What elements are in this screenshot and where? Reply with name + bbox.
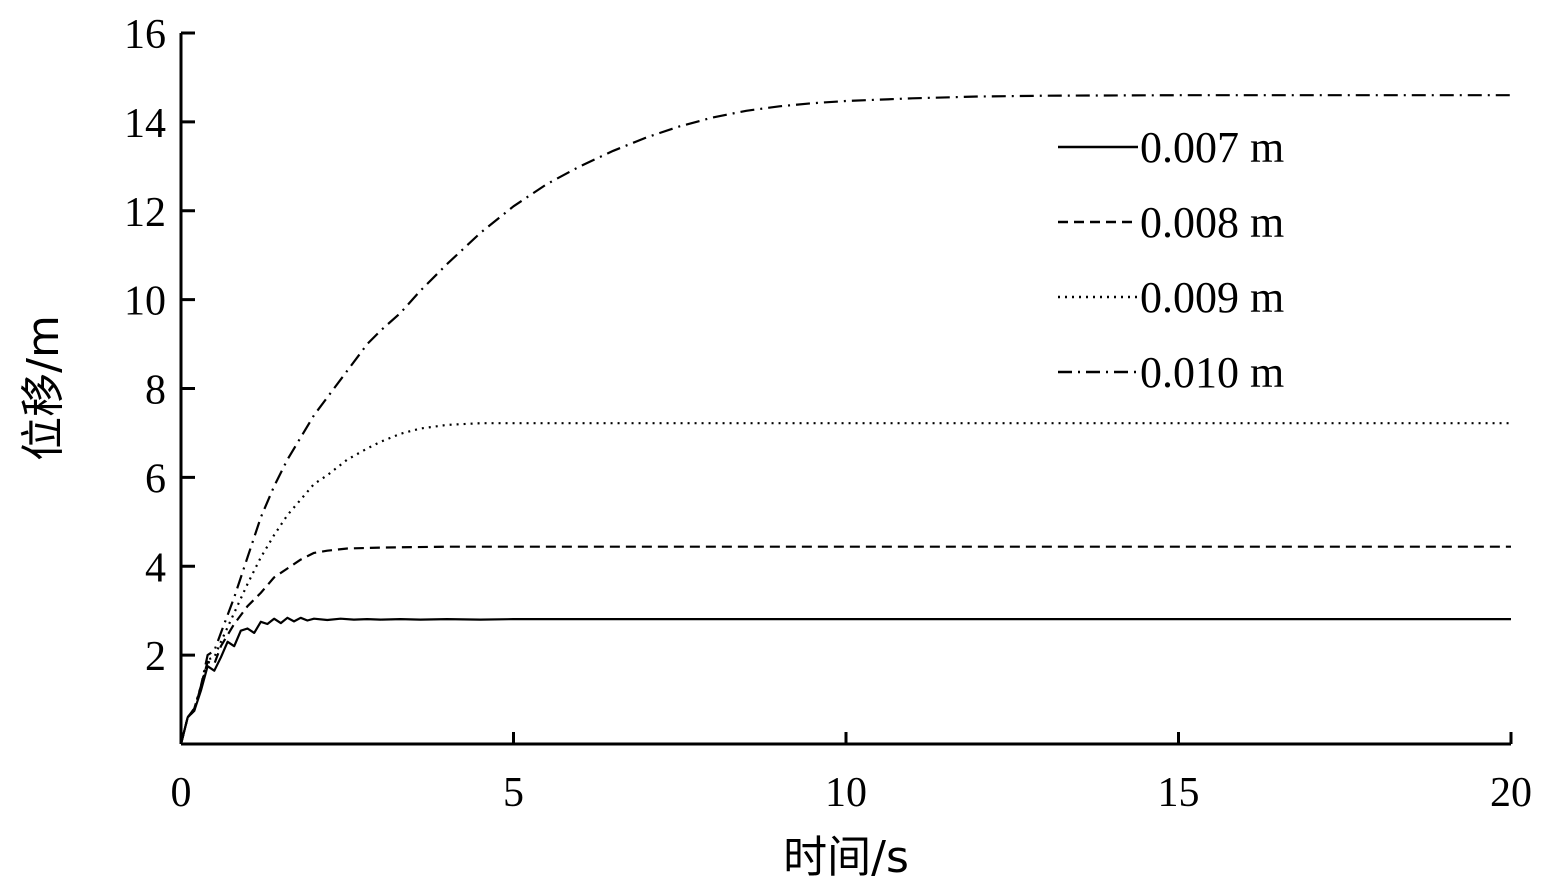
legend-label: 0.010 m (1140, 348, 1284, 397)
x-tick-label: 0 (171, 770, 192, 816)
y-tick-label: 12 (124, 190, 166, 236)
series-line (179, 94, 1511, 745)
legend-label: 0.009 m (1140, 273, 1284, 322)
series-line (179, 545, 1511, 745)
axes: 0 5 10 15 20 2 4 6 8 10 12 14 16 (124, 12, 1532, 816)
x-axis-title: 时间/s (783, 832, 909, 883)
legend: 0.007 m 0.008 m 0.009 m 0.010 m (1058, 123, 1284, 397)
series-line (179, 422, 1511, 745)
series-line (179, 616, 1511, 745)
x-tick-label: 10 (825, 770, 867, 816)
legend-label: 0.007 m (1140, 123, 1284, 172)
y-tick-label: 4 (145, 545, 166, 591)
y-tick-label: 6 (145, 456, 166, 502)
x-tick-label: 20 (1490, 770, 1532, 816)
series-layer (179, 94, 1511, 745)
y-tick-label: 16 (124, 12, 166, 58)
y-tick-label: 14 (124, 101, 166, 147)
x-tick-label: 15 (1158, 770, 1200, 816)
y-axis-title: 位移/m (18, 315, 69, 461)
y-tick-label: 8 (145, 368, 166, 414)
legend-label: 0.008 m (1140, 198, 1284, 247)
y-tick-label: 2 (145, 634, 166, 680)
y-tick-label: 10 (124, 279, 166, 325)
x-tick-label: 5 (503, 770, 524, 816)
